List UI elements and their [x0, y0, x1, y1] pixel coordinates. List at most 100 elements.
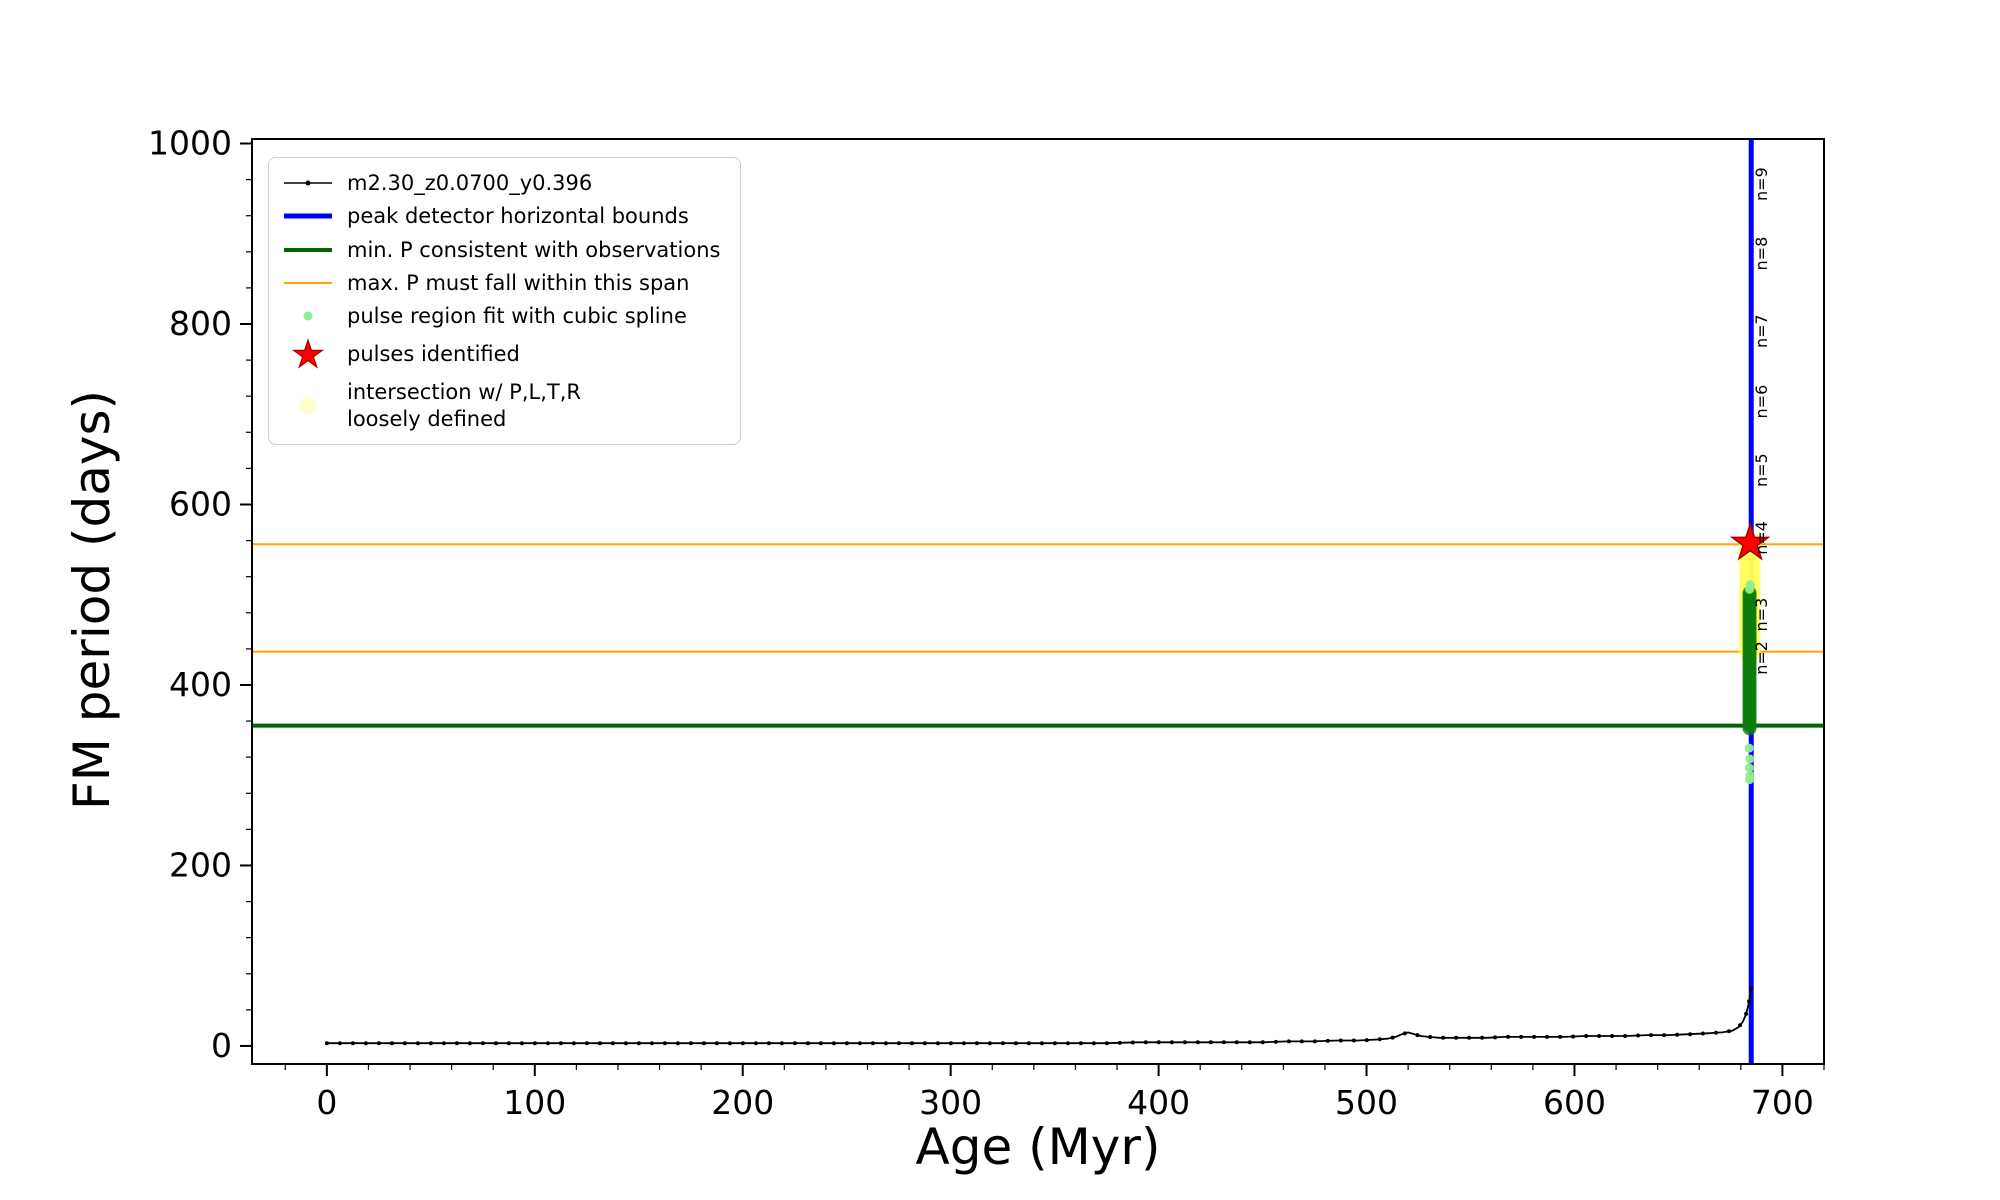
- track-marker: [1519, 1034, 1524, 1039]
- track-marker: [1130, 1040, 1135, 1045]
- y-tick-label: 200: [169, 845, 232, 884]
- track-marker: [1286, 1039, 1291, 1044]
- track-marker: [1000, 1041, 1005, 1046]
- x-tick-label: 600: [1543, 1083, 1606, 1122]
- legend-label: pulse region fit with cubic spline: [347, 304, 687, 328]
- track-marker: [727, 1041, 732, 1046]
- track-marker: [402, 1041, 407, 1046]
- track-marker: [1247, 1040, 1252, 1045]
- track-marker: [1493, 1035, 1498, 1040]
- track-marker: [571, 1041, 576, 1046]
- track-marker: [714, 1041, 719, 1046]
- track-marker: [1675, 1032, 1680, 1037]
- track-line: [326, 986, 1753, 1045]
- x-tick-label: 0: [316, 1083, 337, 1122]
- track-marker: [376, 1041, 381, 1046]
- track-marker: [1467, 1035, 1472, 1040]
- track-marker: [1143, 1040, 1148, 1045]
- legend-line-icon: [281, 239, 335, 261]
- track-marker: [1195, 1040, 1200, 1045]
- track-marker: [1273, 1039, 1278, 1044]
- track-marker: [1584, 1034, 1589, 1038]
- track-marker: [454, 1041, 459, 1046]
- track-marker: [1701, 1031, 1705, 1036]
- track-marker: [584, 1041, 589, 1046]
- legend-item: pulses identified: [281, 336, 720, 372]
- track-marker: [1545, 1034, 1550, 1039]
- track-marker: [623, 1041, 628, 1046]
- legend-label: min. P consistent with observations: [347, 237, 721, 262]
- legend-label: m2.30_z0.0700_y0.396: [347, 171, 593, 195]
- track-marker: [1260, 1040, 1265, 1045]
- track-marker: [870, 1041, 875, 1046]
- track-marker: [1558, 1034, 1563, 1039]
- track-marker: [1234, 1040, 1239, 1045]
- track-marker: [1065, 1041, 1070, 1046]
- track-marker: [1402, 1031, 1407, 1036]
- track-marker: [1026, 1041, 1031, 1046]
- y-tick-label: 800: [169, 304, 232, 343]
- track-marker: [337, 1041, 342, 1046]
- pulse-label-n=2: n=2: [1752, 641, 1771, 675]
- track-marker: [1480, 1035, 1485, 1040]
- x-tick-label: 100: [503, 1083, 566, 1122]
- track-marker: [675, 1041, 680, 1046]
- track-marker: [1039, 1041, 1044, 1046]
- track-marker: [1013, 1041, 1018, 1046]
- pulse-label-n=3: n=3: [1752, 598, 1771, 632]
- track-marker: [909, 1041, 914, 1046]
- track-marker: [1052, 1041, 1057, 1046]
- track-marker: [1312, 1039, 1317, 1044]
- track-marker: [1726, 1029, 1731, 1034]
- pulse-region-outlier-dot: [1745, 754, 1755, 764]
- track-marker: [1390, 1035, 1395, 1040]
- x-tick-label: 700: [1751, 1083, 1814, 1122]
- track-marker: [1532, 1034, 1537, 1039]
- track-marker: [922, 1041, 927, 1046]
- track-marker: [480, 1041, 485, 1046]
- track-marker: [1428, 1035, 1433, 1039]
- pulse-region-outlier-dot: [1744, 743, 1754, 753]
- track-marker: [1208, 1040, 1213, 1045]
- track-marker: [935, 1041, 940, 1046]
- track-marker: [545, 1041, 550, 1046]
- track-marker: [636, 1041, 641, 1046]
- track-marker: [493, 1041, 498, 1046]
- track-marker: [883, 1041, 888, 1046]
- track-marker: [610, 1041, 615, 1046]
- pulse-label-n=4: n=4: [1752, 521, 1771, 555]
- track-marker: [519, 1041, 524, 1046]
- legend-star-icon: [281, 336, 335, 372]
- track-marker: [1749, 986, 1753, 991]
- track-marker: [1169, 1040, 1174, 1045]
- track-marker: [441, 1041, 446, 1046]
- legend-label: peak detector horizontal bounds: [347, 204, 689, 229]
- legend-dot-icon: [281, 394, 335, 418]
- track-marker: [740, 1041, 745, 1046]
- track-marker: [1299, 1039, 1304, 1044]
- legend-item: intersection w/ P,L,T,R loosely defined: [281, 379, 720, 432]
- track-marker: [1636, 1033, 1641, 1038]
- track-marker: [1325, 1038, 1330, 1043]
- track-marker: [1182, 1040, 1187, 1045]
- legend-label-line2: loosely defined: [347, 406, 507, 431]
- track-marker: [415, 1041, 420, 1046]
- x-tick-label: 300: [919, 1083, 982, 1122]
- track-marker: [857, 1041, 862, 1046]
- track-marker: [662, 1041, 667, 1046]
- track-marker: [1571, 1034, 1576, 1039]
- legend-label: intersection w/ P,L,T,R loosely defined: [347, 380, 581, 431]
- track-marker: [896, 1041, 901, 1046]
- track-marker: [1351, 1038, 1356, 1043]
- track-marker: [1338, 1038, 1343, 1043]
- track-marker: [389, 1041, 394, 1046]
- track-marker: [467, 1041, 472, 1046]
- track-marker: [532, 1041, 537, 1046]
- track-marker: [779, 1041, 784, 1046]
- track-marker: [363, 1041, 368, 1046]
- track-marker: [831, 1041, 836, 1046]
- track-marker: [649, 1041, 654, 1046]
- y-tick-label: 0: [211, 1026, 232, 1065]
- track-marker: [1364, 1038, 1369, 1043]
